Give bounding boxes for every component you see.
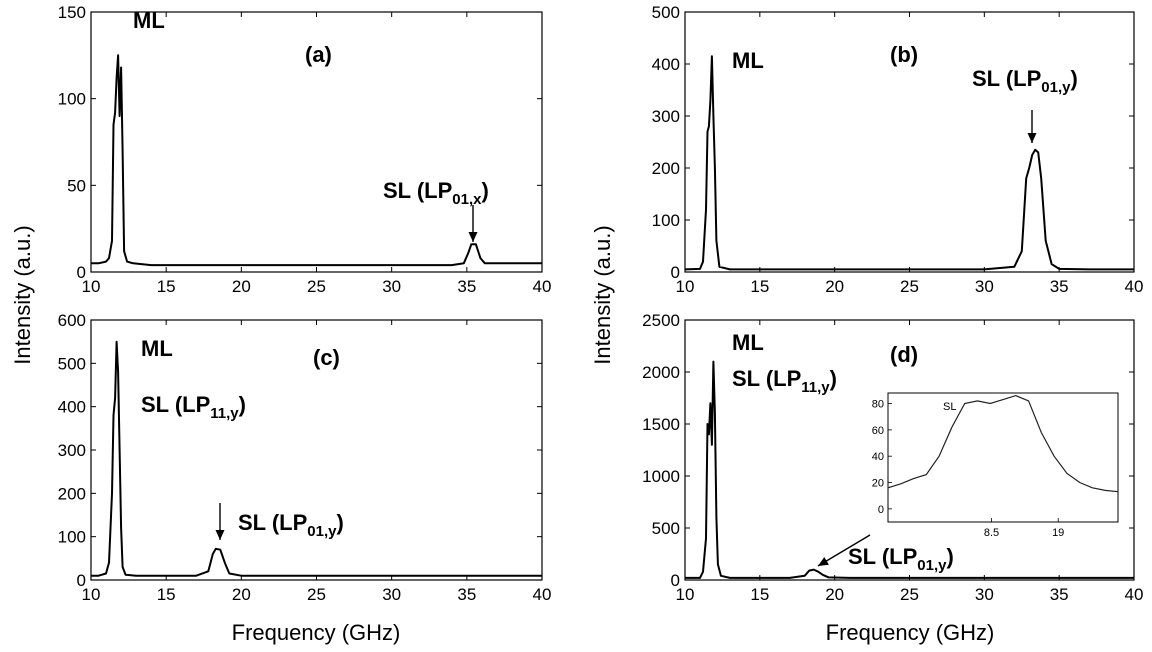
x-tick-label: 35: [1050, 277, 1069, 296]
annotation-label: ML: [141, 336, 173, 361]
inset-plot: 0 20 40 60 80 8.5 19 SL: [872, 392, 1119, 539]
data-series-line: [91, 54, 542, 267]
x-tick-label: 15: [750, 585, 769, 604]
y-tick-label: 150: [58, 3, 86, 22]
data-series-line: [91, 340, 542, 577]
annotation-arrow: [817, 534, 871, 567]
x-tick-label: 30: [975, 585, 994, 604]
panel-letter: (b): [890, 42, 918, 67]
x-tick-label: 15: [750, 277, 769, 296]
inset-label: SL: [943, 401, 956, 413]
y-tick-label: 0: [671, 263, 680, 282]
inset-x-tick-label: 8.5: [984, 527, 999, 539]
annotation-arrow: [1027, 110, 1037, 143]
inset-series-line: [887, 394, 1119, 493]
y-tick-label: 100: [58, 90, 86, 109]
y-tick-label: 500: [652, 519, 680, 538]
annotation-arrow-shaft: [817, 534, 871, 567]
inset-y-tick-label: 0: [878, 504, 884, 516]
x-tick-label: 10: [82, 585, 101, 604]
annotation-label: SL (LP01,y): [238, 510, 344, 540]
annotation-arrow-head: [468, 232, 478, 242]
inset-y-tick-label: 40: [872, 451, 884, 463]
y-tick-label: 50: [67, 176, 86, 195]
x-axis-label-right: Frequency (GHz): [826, 620, 995, 645]
annotation-label: ML: [732, 48, 764, 73]
annotation-arrow: [468, 205, 478, 242]
inset-y-tick-label: 60: [872, 425, 884, 437]
annotation-label: SL (LP01,y): [848, 544, 954, 574]
y-tick-label: 200: [58, 484, 86, 503]
x-tick-label: 20: [232, 277, 251, 296]
x-tick-label: 25: [900, 585, 919, 604]
y-tick-label: 1500: [642, 415, 680, 434]
y-tick-label: 2000: [642, 363, 680, 382]
x-tick-label: 40: [1125, 277, 1144, 296]
annotation-arrow-head: [818, 557, 829, 566]
y-tick-label: 500: [58, 354, 86, 373]
x-tick-label: 35: [457, 277, 476, 296]
annotation-label: SL (LP11,y): [732, 366, 837, 396]
y-tick-label: 0: [77, 571, 86, 590]
panel-3: 10 15 20 25 30 35 40 0 500 1000 1500 2000 2500: [642, 311, 1143, 604]
y-tick-label: 1000: [642, 467, 680, 486]
x-tick-label: 15: [157, 277, 176, 296]
y-tick-label: 2500: [642, 311, 680, 330]
panel-letter: (d): [890, 342, 918, 367]
x-tick-label: 25: [307, 277, 326, 296]
x-tick-label: 35: [1050, 585, 1069, 604]
annotation-arrow-head: [215, 530, 225, 540]
x-axis-label-left: Frequency (GHz): [232, 620, 401, 645]
y-axis-label-left: Intensity (a.u.): [10, 225, 35, 364]
x-tick-label: 25: [307, 585, 326, 604]
y-tick-label: 0: [671, 571, 680, 590]
x-tick-label: 10: [676, 277, 695, 296]
y-tick-label: 100: [58, 528, 86, 547]
x-tick-label: 40: [533, 277, 552, 296]
inset-y-tick-label: 20: [872, 478, 884, 490]
x-tick-label: 20: [825, 585, 844, 604]
x-tick-label: 30: [382, 585, 401, 604]
x-tick-label: 35: [457, 585, 476, 604]
annotation-arrow-head: [1027, 133, 1037, 143]
annotation-label: SL (LP11,y): [141, 392, 246, 422]
y-tick-label: 500: [652, 3, 680, 22]
x-tick-label: 15: [157, 585, 176, 604]
y-tick-label: 0: [77, 263, 86, 282]
y-tick-label: 200: [652, 159, 680, 178]
annotation-label: SL (LP01,y): [972, 66, 1078, 96]
panel-letter: (a): [305, 42, 332, 67]
inset-x-tick-label: 19: [1052, 527, 1064, 539]
x-tick-label: 30: [382, 277, 401, 296]
annotation-label: SL (LP01,x): [383, 178, 489, 208]
inset-y-tick-label: 80: [872, 399, 884, 411]
y-tick-label: 400: [652, 55, 680, 74]
x-tick-label: 10: [676, 585, 695, 604]
y-tick-label: 600: [58, 311, 86, 330]
annotation-label: ML: [732, 330, 764, 355]
x-tick-label: 40: [533, 585, 552, 604]
y-tick-label: 100: [652, 211, 680, 230]
y-axis-label-right: Intensity (a.u.): [590, 225, 615, 364]
x-tick-label: 10: [82, 277, 101, 296]
data-series-line: [684, 55, 1134, 271]
x-tick-label: 40: [1125, 585, 1144, 604]
inset-frame: [887, 392, 1119, 523]
annotation-label: ML: [133, 8, 165, 33]
x-tick-label: 30: [975, 277, 994, 296]
y-tick-label: 300: [652, 107, 680, 126]
panel-0: 10 15 20 25 30 35 40 0 50 100 150: [58, 3, 552, 296]
y-tick-label: 400: [58, 398, 86, 417]
annotation-arrow: [215, 503, 225, 540]
x-tick-label: 20: [825, 277, 844, 296]
x-tick-label: 20: [232, 585, 251, 604]
x-tick-label: 25: [900, 277, 919, 296]
panel-letter: (c): [313, 345, 340, 370]
y-tick-label: 300: [58, 441, 86, 460]
data-series-line: [685, 360, 1134, 579]
